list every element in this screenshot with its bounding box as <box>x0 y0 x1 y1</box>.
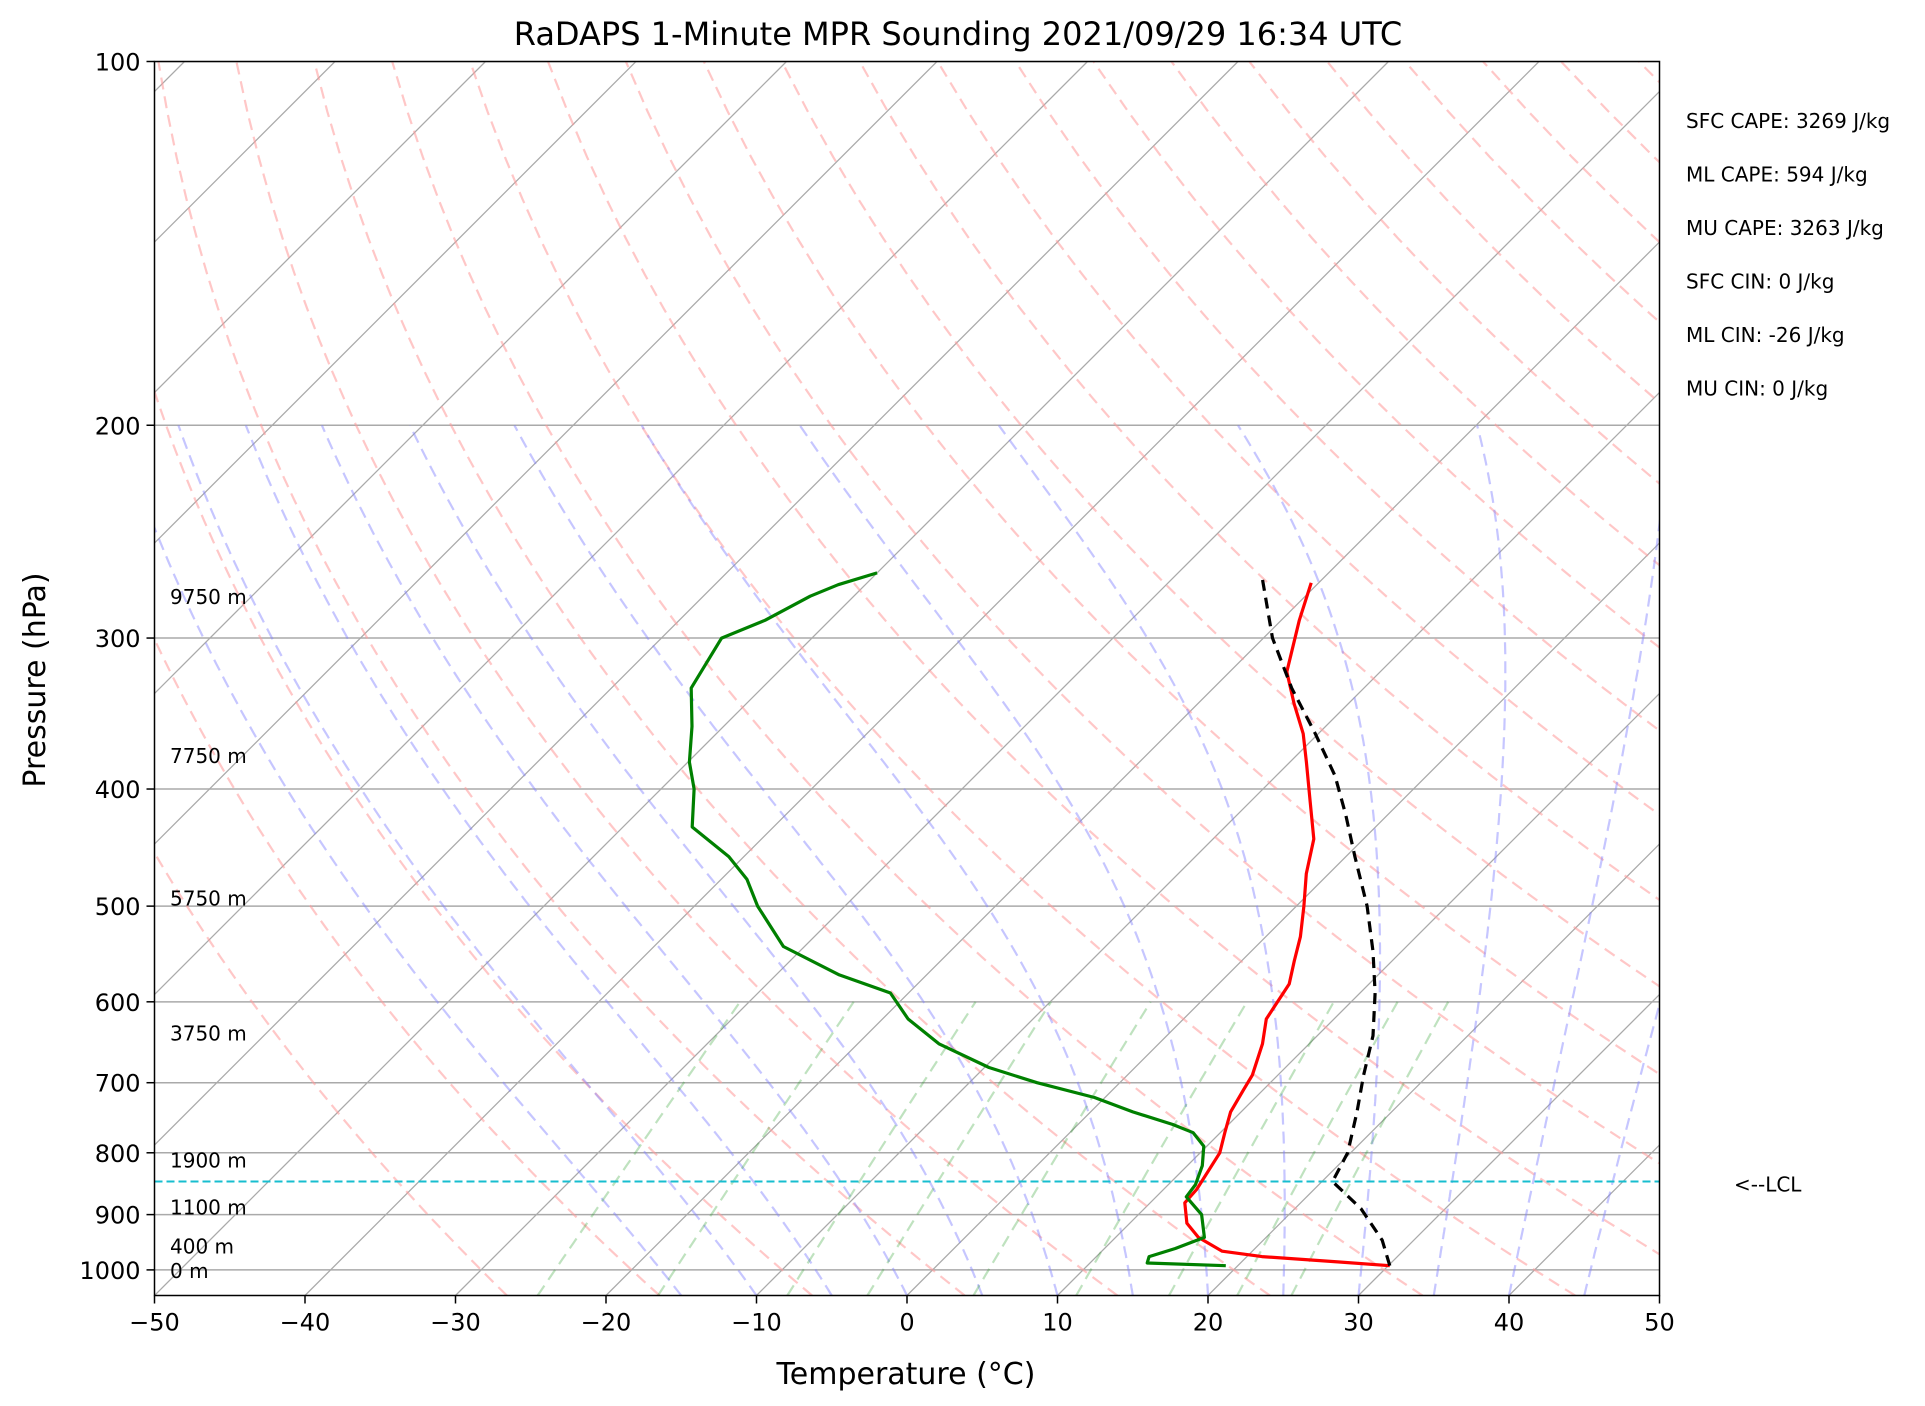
mixing-ratio-line <box>536 1001 742 1296</box>
moist-adiabat-line <box>1237 424 1382 1296</box>
height-label: 5750 m <box>170 887 247 911</box>
height-label: 0 m <box>170 1259 209 1283</box>
y-tick-label: 700 <box>95 1070 141 1098</box>
isotherm-line <box>154 61 1389 1296</box>
height-label: 7750 m <box>170 744 247 768</box>
isotherm-line <box>154 61 637 544</box>
sounding-profiles <box>687 571 1392 1268</box>
stat-line: SFC CIN: 0 J/kg <box>1686 270 1834 294</box>
y-tick-label: 800 <box>95 1140 141 1168</box>
mixing-ratio-line <box>1075 1001 1248 1296</box>
mixing-ratio-line <box>1290 1001 1450 1296</box>
isotherm-line <box>1358 993 1660 1296</box>
reference-lines <box>154 61 1660 1296</box>
x-tick-label: 30 <box>1343 1309 1374 1337</box>
dry-adiabat-line <box>1014 61 1660 732</box>
isotherm-line <box>154 61 938 845</box>
stat-line: MU CAPE: 3263 J/kg <box>1686 216 1884 240</box>
height-label: 400 m <box>170 1235 234 1259</box>
dry-adiabat-line <box>235 61 1119 1296</box>
y-axis-ticks: 100 200 300 400 500 600 700 800 900 1000 <box>79 49 155 1285</box>
moist-adiabat-line <box>997 424 1286 1296</box>
mixing-ratio-line <box>1168 1001 1335 1296</box>
dry-adiabat-line <box>780 61 1660 988</box>
dry-adiabat-line <box>546 61 1660 1256</box>
isotherm-line <box>1207 843 1660 1296</box>
x-tick-label: 50 <box>1644 1309 1675 1337</box>
stats-panel: SFC CAPE: 3269 J/kg ML CAPE: 594 J/kg MU C… <box>1686 109 1890 401</box>
isotherm-line <box>455 90 1660 1296</box>
x-tick-label: −40 <box>280 1309 331 1337</box>
dry-adiabat-line <box>313 61 1271 1296</box>
isotherm-line <box>154 61 1239 1146</box>
parcel-line <box>1260 578 1392 1267</box>
y-tick-label: 100 <box>95 49 141 77</box>
x-tick-label: 0 <box>899 1309 914 1337</box>
stat-line: MU CIN: 0 J/kg <box>1686 377 1828 401</box>
y-tick-label: 900 <box>95 1202 141 1230</box>
dry-adiabat-line <box>154 388 813 1296</box>
x-tick-label: 40 <box>1494 1309 1525 1337</box>
dry-adiabat-line <box>702 61 1660 1076</box>
height-label: 3750 m <box>170 1021 247 1045</box>
dry-adiabat-line <box>624 61 1660 1165</box>
stat-line: ML CAPE: 594 J/kg <box>1686 163 1868 187</box>
dry-adiabat-line <box>1092 61 1660 649</box>
stat-line: ML CIN: -26 J/kg <box>1686 323 1845 347</box>
y-tick-label: 400 <box>95 776 141 804</box>
dry-adiabat-line <box>391 61 1424 1296</box>
isotherm-line <box>906 542 1660 1296</box>
x-axis-ticks: −50 −40 −30 −20 −10 0 10 20 30 40 50 <box>129 1295 1675 1337</box>
mixing-ratio-line <box>657 1001 855 1296</box>
isotherm-line <box>154 61 1088 996</box>
dry-adiabat-line <box>157 61 966 1296</box>
temperature-line <box>1183 582 1390 1268</box>
lcl-label: <--LCL <box>1734 1173 1802 1197</box>
y-tick-label: 500 <box>95 893 141 921</box>
isotherm-line <box>154 61 486 394</box>
isotherm-line <box>605 241 1660 1296</box>
x-tick-label: 20 <box>1193 1309 1224 1337</box>
x-tick-label: −30 <box>430 1309 481 1337</box>
y-axis-label: Pressure (hPa) <box>18 572 53 787</box>
y-tick-label: 300 <box>95 625 141 653</box>
dry-adiabat-line <box>469 61 1576 1296</box>
stat-line: SFC CAPE: 3269 J/kg <box>1686 109 1890 133</box>
x-tick-label: −10 <box>731 1309 782 1337</box>
height-label: 1100 m <box>170 1195 247 1219</box>
mixing-ratio-line <box>786 1001 977 1296</box>
moist-adiabat-line <box>513 424 1059 1296</box>
chart-title: RaDAPS 1-Minute MPR Sounding 2021/09/29 … <box>514 15 1402 53</box>
moist-adiabat-line <box>177 424 758 1296</box>
moist-adiabat-line <box>408 424 984 1296</box>
x-axis-label: Temperature (°C) <box>776 1357 1036 1392</box>
y-tick-label: 600 <box>95 989 141 1017</box>
moist-adiabat-line <box>244 424 833 1296</box>
dry-adiabat-line <box>154 636 661 1296</box>
y-tick-label: 1000 <box>79 1257 140 1285</box>
dewpoint-line <box>687 571 1226 1268</box>
mixing-ratio-line <box>866 1001 1052 1296</box>
moist-adiabat-line <box>320 424 908 1296</box>
isotherm-line <box>154 61 787 695</box>
x-tick-label: −20 <box>581 1309 632 1337</box>
mixing-ratio-line <box>972 1001 1152 1296</box>
height-labels: 9750 m 7750 m 5750 m 3750 m 1900 m 1100 m 400 … <box>170 585 247 1283</box>
moist-adiabat-line <box>640 424 1134 1296</box>
isotherm-line <box>1057 692 1660 1296</box>
moist-adiabat-line <box>1507 514 1660 1296</box>
dry-adiabat-line <box>154 850 508 1296</box>
y-tick-label: 200 <box>95 412 141 440</box>
moist-adiabat-line <box>1432 425 1507 1296</box>
moist-adiabat-line <box>1583 1000 1660 1296</box>
isotherm-line <box>304 61 1540 1296</box>
x-tick-label: −50 <box>129 1309 180 1337</box>
height-label: 1900 m <box>170 1148 247 1172</box>
moist-adiabat-line <box>154 525 683 1296</box>
height-label: 9750 m <box>170 585 247 609</box>
x-tick-label: 10 <box>1042 1309 1073 1337</box>
